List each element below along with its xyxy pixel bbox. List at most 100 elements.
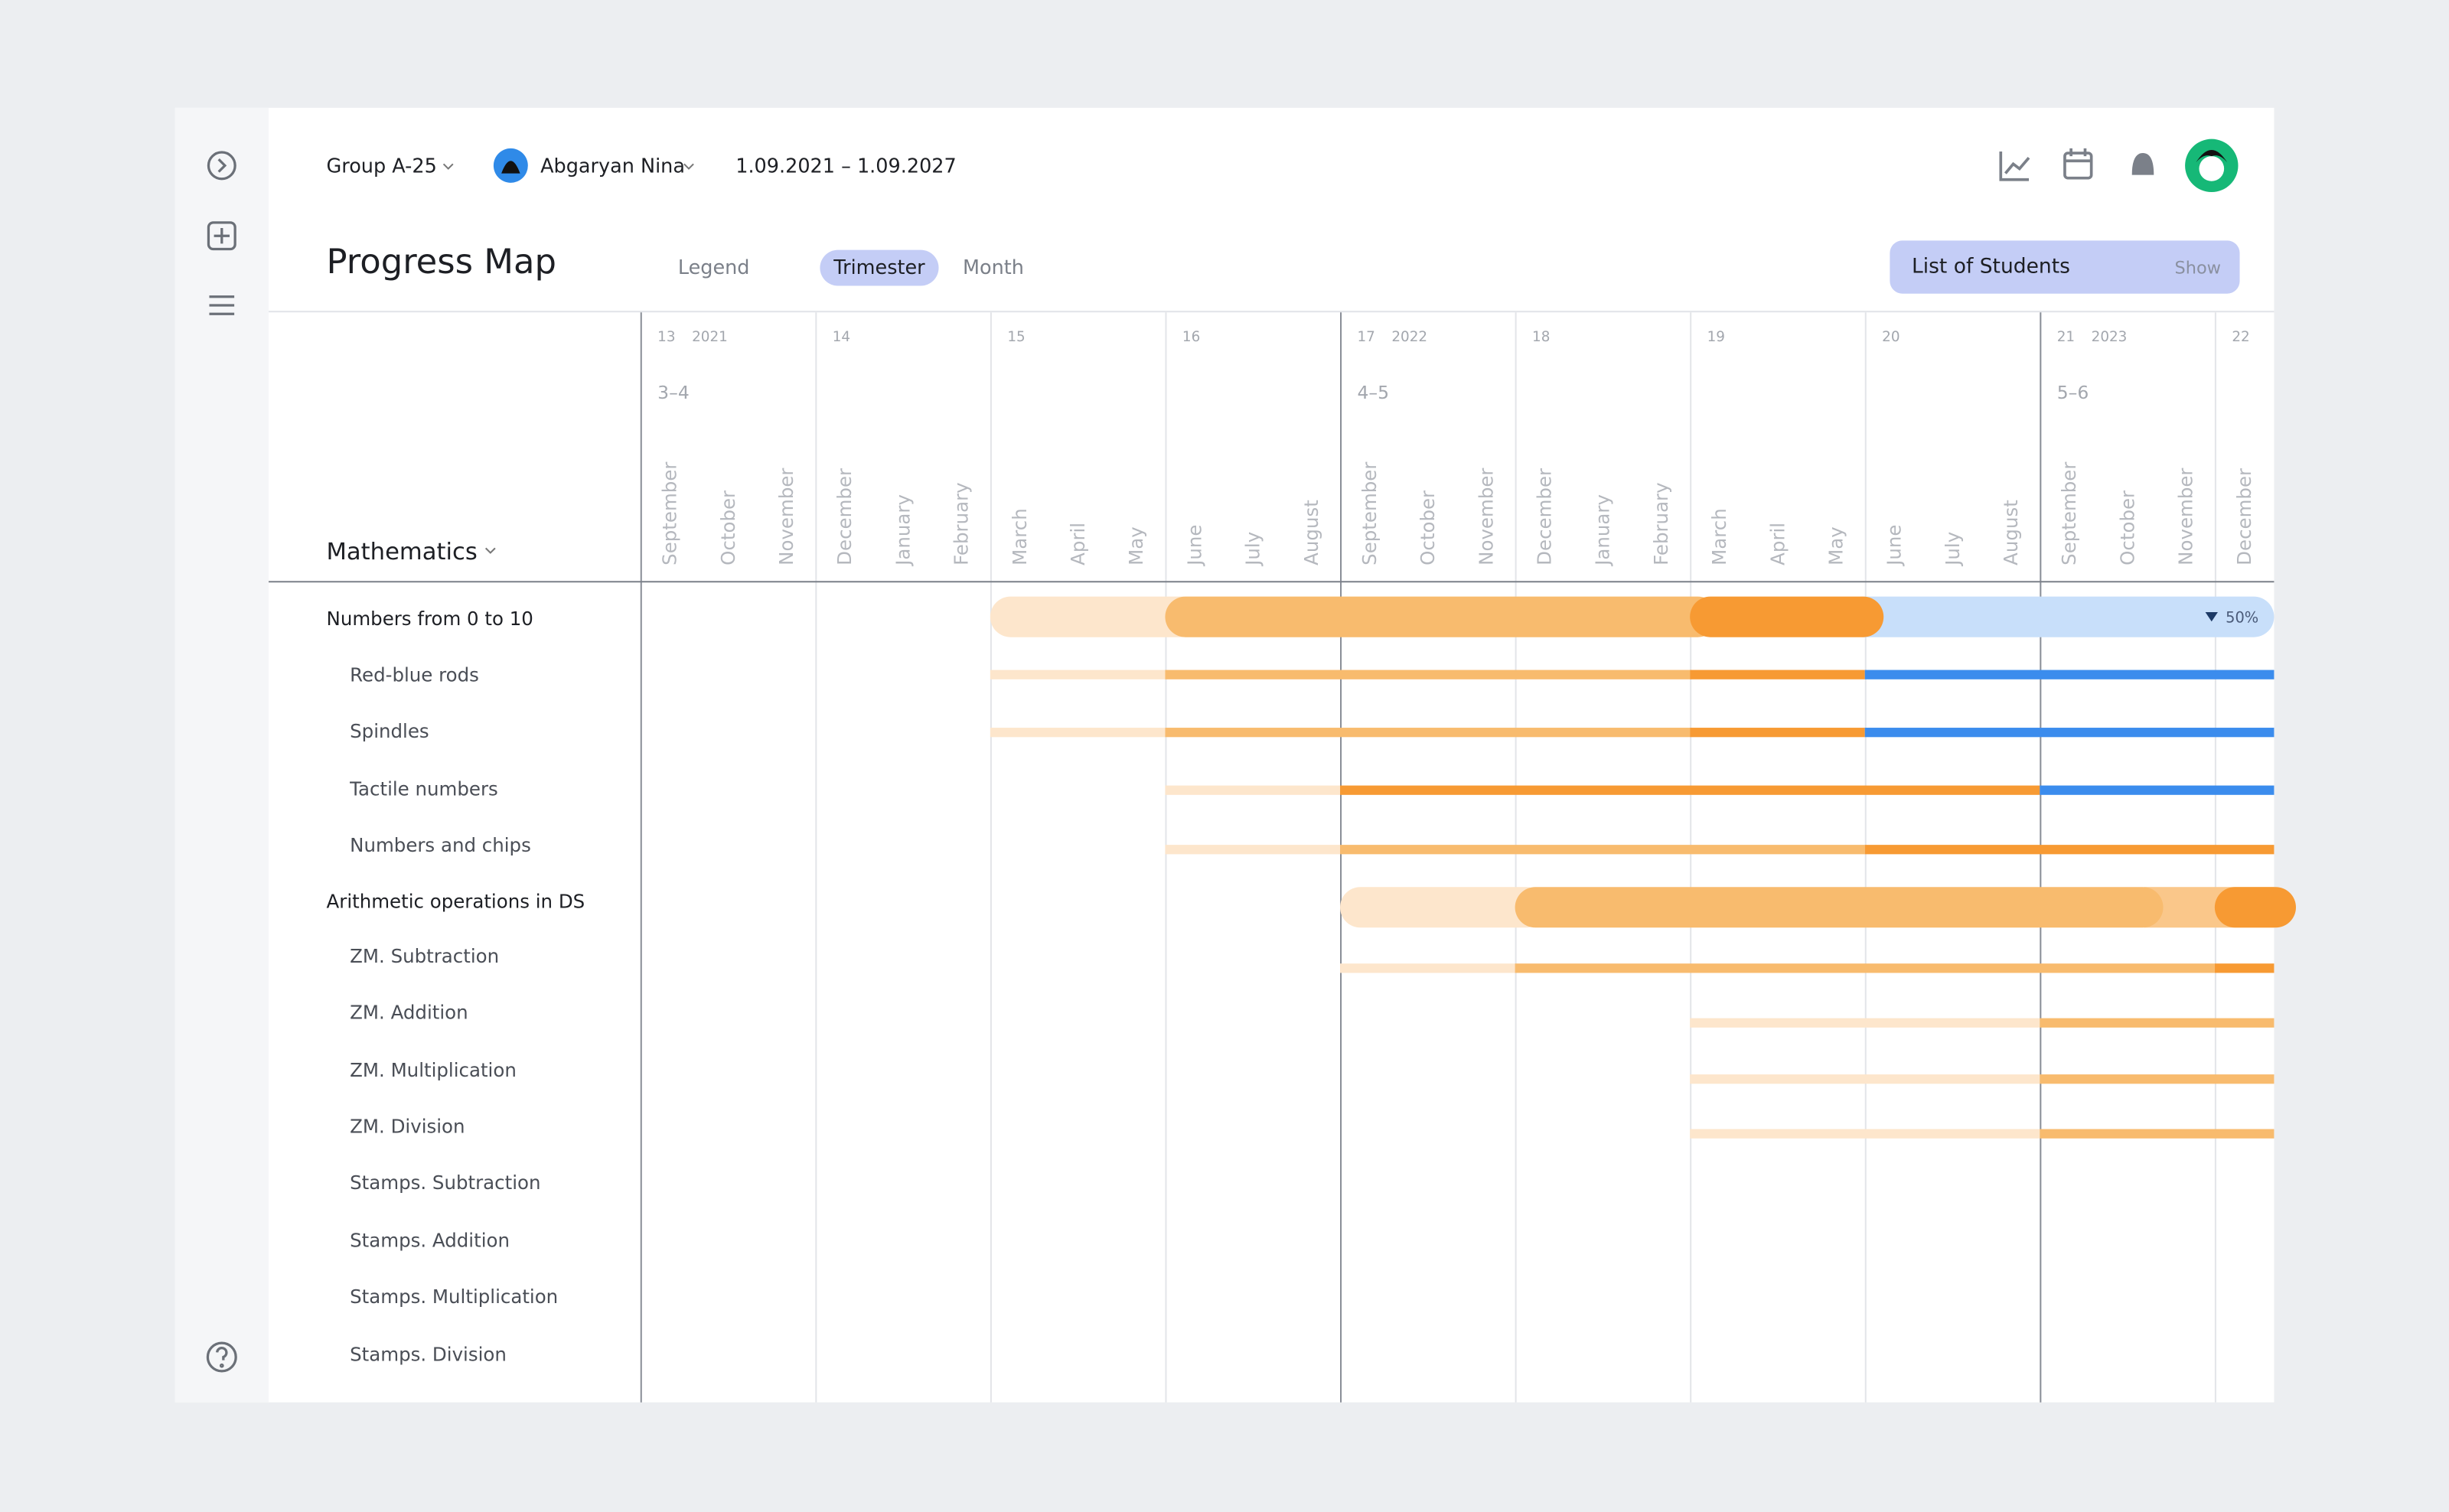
subtopic-label: Stamps. Addition [350,1229,510,1251]
progress-line [1340,785,2040,795]
progress-line [990,728,1166,738]
toolbar-icons[interactable] [1999,148,2093,181]
month-label: August [2000,500,2022,565]
subtopic-label: Spindles [350,720,429,742]
week-label: 13 [657,329,675,345]
progress-line [2040,1018,2275,1028]
month-label: January [892,494,914,567]
sidebar [174,107,269,1403]
progress-line [1165,670,1691,679]
progress-line [2040,785,2275,795]
week-label: 14 [833,329,850,345]
week-label: 17 [1357,329,1375,345]
subtopic-label: ZM. Division [350,1116,465,1138]
subject-select[interactable]: Mathematics [327,539,478,565]
month-label: February [951,482,973,565]
progress-bar [1165,596,1718,637]
progress-bar [2214,887,2296,928]
students-title: List of Students [1912,255,2070,279]
students-action[interactable]: Show [2174,259,2221,279]
trimester-label: 3–4 [657,382,690,403]
avatar-hair [501,161,520,174]
subtopic-label: ZM. Multiplication [350,1059,517,1081]
progress-line [1340,845,1865,855]
month-label: June [1883,525,1906,567]
month-label: October [717,490,739,565]
month-label: March [1009,508,1031,565]
month-label: October [2116,490,2138,565]
month-label: August [1300,500,1322,565]
progress-line [1864,670,2275,679]
progress-line [1515,963,2215,973]
trimester-label: 5–6 [2057,382,2089,403]
chevron [683,163,694,170]
progress-line [2040,1074,2275,1084]
month-label: September [2058,461,2080,565]
progress-line [1165,845,1341,855]
subtopic-label: Stamps. Division [350,1343,507,1365]
bell-icon[interactable] [2131,153,2154,178]
subtopic-label: Stamps. Subtraction [350,1171,540,1194]
chevron [484,547,496,554]
subtopic-label: ZM. Addition [350,1002,468,1024]
progress-bar [1843,596,2275,637]
year-label: 2021 [692,329,728,345]
week-label: 22 [2232,329,2249,345]
month-label: September [659,461,681,565]
month-label: September [1358,461,1381,565]
week-label: 18 [1532,329,1550,345]
panel [174,107,2275,1403]
week-label: 19 [1707,329,1725,345]
progress-line [1690,1129,2040,1139]
progress-line [2214,963,2275,973]
month-label: November [775,468,797,565]
progress-line [1864,728,2275,738]
progress-bar [1690,596,1884,637]
week-label: 16 [1182,329,1200,345]
month-label: February [1650,482,1672,565]
month-label: May [1825,526,1847,565]
year-label: 2022 [1391,329,1427,345]
month-label: June [1183,525,1205,567]
progress-bar [990,596,1203,637]
week-label: 20 [1882,329,1900,345]
tab[interactable]: Legend [678,256,750,279]
month-label: April [1766,523,1789,565]
group-select[interactable]: Group A-25 [327,155,437,178]
sidebar-icons[interactable] [206,151,237,1373]
tab[interactable]: Month [963,256,1024,279]
progress-bar [1340,887,1547,928]
student-select[interactable]: Abgaryan Nina [540,155,685,178]
students-panel[interactable] [1890,240,2240,294]
month-label: December [2233,468,2255,565]
chevron [442,163,454,170]
date-range[interactable]: 1.09.2021 – 1.09.2027 [735,155,957,178]
tab[interactable]: Trimester [833,256,925,279]
progress-line [1165,785,1341,795]
progress-bar [1515,887,2164,928]
progress-marker [2205,612,2218,622]
progress-line [1690,1074,2040,1084]
month-label: May [1125,526,1147,565]
progress-line [2040,1129,2275,1139]
avatar-hair [2196,149,2228,163]
week-label: 21 [2057,329,2075,345]
progress-line [1690,728,1865,738]
progress-label: 50% [2226,609,2258,627]
month-label: December [833,468,856,565]
month-label: January [1592,494,1614,567]
avatar-face [2199,156,2225,181]
year-label: 2023 [2092,329,2128,345]
progress-line [1864,845,2275,855]
week-label: 15 [1007,329,1025,345]
topic-label: Arithmetic operations in DS [327,891,585,913]
month-label: March [1708,508,1730,565]
progress-line [1690,1018,2040,1028]
trimester-label: 4–5 [1357,382,1389,403]
subtopic-label: Stamps. Multiplication [350,1286,558,1308]
month-label: April [1067,523,1089,565]
subtopic-label: ZM. Subtraction [350,945,499,967]
progress-line [1340,963,1515,973]
month-label: December [1534,468,1556,565]
